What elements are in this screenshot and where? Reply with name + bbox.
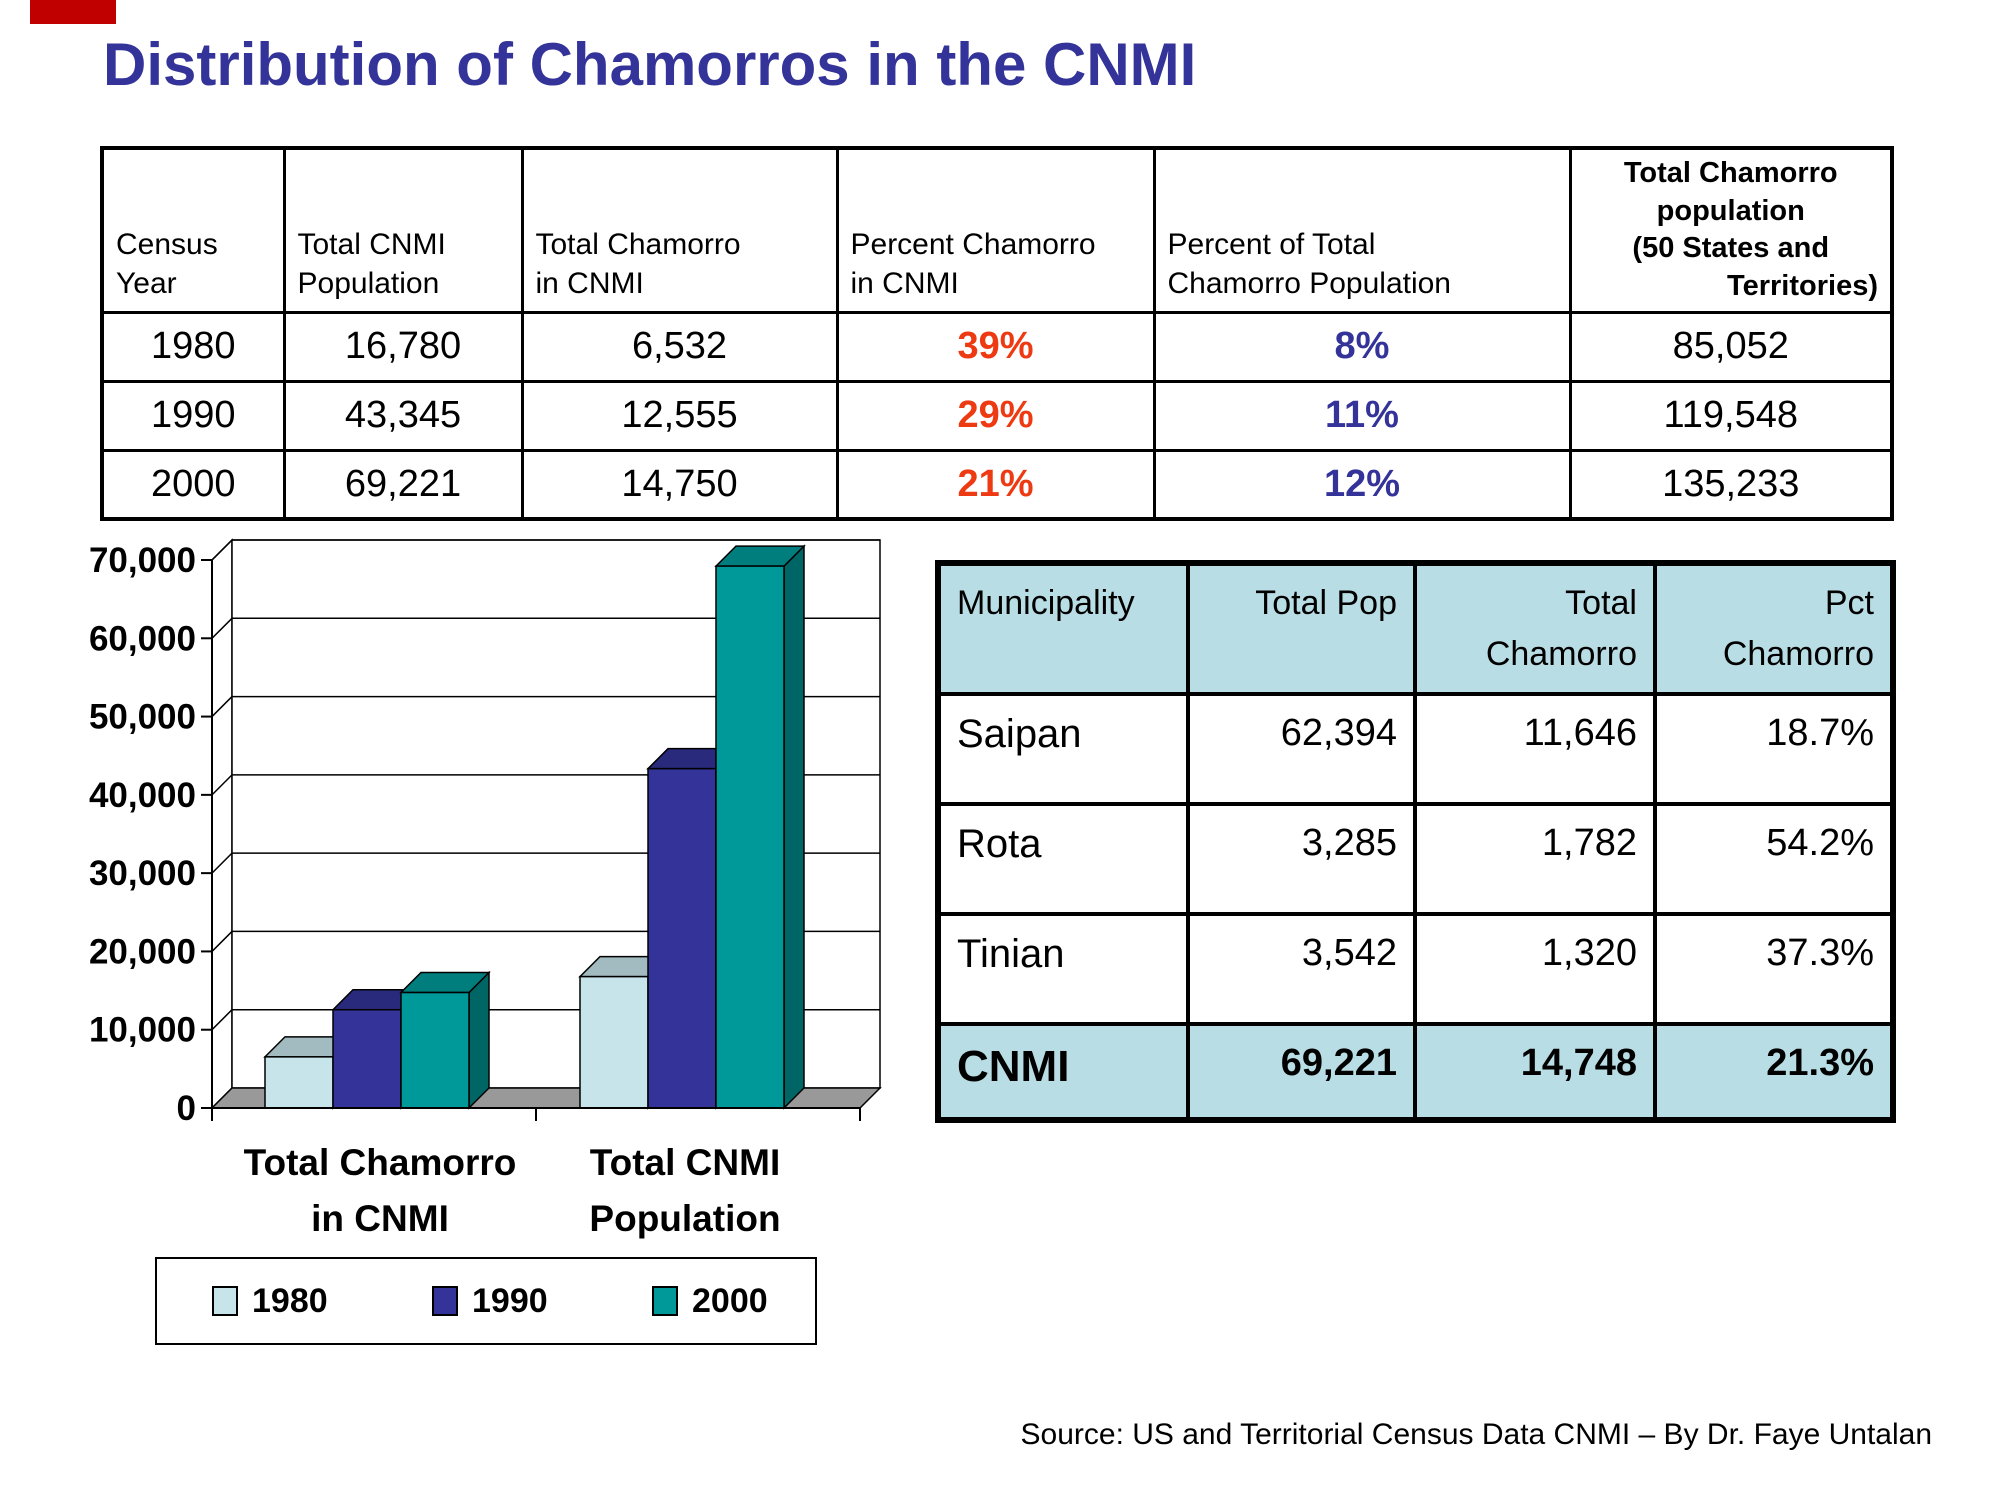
y-axis-tick-label: 20,000 [89, 932, 196, 971]
legend-entry: 1980 [212, 1282, 340, 1321]
table-cell: 14,750 [520, 448, 839, 521]
legend-label: 1980 [252, 1281, 328, 1320]
bar-1990 [332, 1008, 402, 1109]
municipality-row: Saipan 62,394 11,646 18.7% [936, 692, 1895, 806]
column-header: Municipality [936, 561, 1190, 696]
municipality-header-row: Municipality Total Pop Total Chamorro Pct Cha… [936, 561, 1895, 696]
table-cell: 135,233 [1568, 448, 1894, 521]
y-axis-tick-label: 0 [177, 1089, 196, 1128]
table-cell: 21.3% [1653, 1022, 1895, 1122]
table-cell: 6,532 [520, 310, 839, 383]
column-header: Pct Chamorro [1653, 561, 1895, 696]
legend-label: 1990 [472, 1281, 548, 1320]
table-cell: Rota [936, 802, 1190, 916]
bar-2000 [783, 544, 805, 1110]
chart-legend: 1980 1990 2000 [155, 1257, 817, 1345]
table-cell: Saipan [936, 692, 1190, 806]
census-row: 2000 69,221 14,750 21% 12% 135,233 [100, 448, 1894, 521]
table-cell: 3,285 [1186, 802, 1417, 916]
table-cell: 1980 [100, 310, 286, 383]
table-cell: 2000 [100, 448, 286, 521]
table-cell: 43,345 [282, 379, 524, 452]
table-cell: 12% [1152, 448, 1572, 521]
municipality-table: Municipality Total Pop Total Chamorro Pct Cha… [935, 560, 1896, 1123]
legend-entry: 1990 [432, 1282, 560, 1321]
table-cell: 29% [835, 379, 1156, 452]
table-cell: Tinian [936, 912, 1190, 1026]
bar-1990 [647, 767, 717, 1109]
y-axis-tick-label: 50,000 [89, 698, 196, 737]
bar-2000 [400, 991, 470, 1109]
population-bar-chart: 0 10,000 20,000 30,000 40,000 50,000 60,000 70,… [60, 535, 900, 1375]
table-cell: 11% [1152, 379, 1572, 452]
y-axis-tick-label: 10,000 [89, 1011, 196, 1050]
bar-1980 [264, 1056, 334, 1109]
legend-label: 2000 [692, 1281, 768, 1320]
table-cell: CNMI [936, 1022, 1190, 1122]
municipality-row: CNMI 69,221 14,748 21.3% [936, 1022, 1895, 1122]
table-cell: 1,320 [1413, 912, 1657, 1026]
table-cell: 39% [835, 310, 1156, 383]
table-cell: 37.3% [1653, 912, 1895, 1026]
table-cell: 69,221 [1186, 1022, 1417, 1122]
y-axis-tick-label: 40,000 [89, 776, 196, 815]
legend-swatch [652, 1286, 678, 1316]
census-table: Census Year Total CNMI Population Total Cham… [100, 146, 1894, 521]
y-axis-tick-label: 60,000 [89, 619, 196, 658]
bar-2000 [468, 970, 490, 1110]
municipality-row: Tinian 3,542 1,320 37.3% [936, 912, 1895, 1026]
table-cell: 11,646 [1413, 692, 1657, 806]
table-cell: 16,780 [282, 310, 524, 383]
legend-entry: 2000 [652, 1282, 780, 1321]
table-cell: 21% [835, 448, 1156, 521]
legend-swatch [432, 1286, 458, 1316]
census-row: 1990 43,345 12,555 29% 11% 119,548 [100, 379, 1894, 452]
x-axis-category-label: Total Chamorro in CNMI [243, 1142, 517, 1239]
table-cell: 1,782 [1413, 802, 1657, 916]
bar-2000 [715, 565, 785, 1109]
page-title: Distribution of Chamorros in the CNMI [103, 31, 1197, 98]
table-cell: 3,542 [1186, 912, 1417, 1026]
column-header: Total Chamorro in CNMI [520, 146, 839, 314]
table-cell: 54.2% [1653, 802, 1895, 916]
table-cell: 119,548 [1568, 379, 1894, 452]
source-note: Source: US and Territorial Census Data C… [1020, 1418, 1932, 1451]
column-header: Percent Chamorro in CNMI [835, 146, 1156, 314]
y-axis-tick-label: 70,000 [89, 541, 196, 580]
accent-bar [30, 0, 116, 24]
table-cell: 12,555 [520, 379, 839, 452]
census-header-row: Census Year Total CNMI Population Total Cham… [100, 146, 1894, 314]
table-cell: 8% [1152, 310, 1572, 383]
table-cell: 14,748 [1413, 1022, 1657, 1122]
table-cell: 69,221 [282, 448, 524, 521]
legend-swatch [212, 1286, 238, 1316]
x-axis-category-label: Total CNMI Population [589, 1142, 781, 1239]
column-header: Total Chamorro population (50 States and Te… [1568, 146, 1894, 314]
table-cell: 85,052 [1568, 310, 1894, 383]
table-cell: 1990 [100, 379, 286, 452]
column-header: Total CNMI Population [282, 146, 524, 314]
column-header: Total Chamorro [1413, 561, 1657, 696]
chart-plot: 0 10,000 20,000 30,000 40,000 50,000 60,000 70,… [89, 538, 882, 1128]
column-header: Percent of Total Chamorro Population [1152, 146, 1572, 314]
y-axis-tick-label: 30,000 [89, 854, 196, 893]
column-header: Census Year [100, 146, 286, 314]
municipality-row: Rota 3,285 1,782 54.2% [936, 802, 1895, 916]
census-row: 1980 16,780 6,532 39% 8% 85,052 [100, 310, 1894, 383]
table-cell: 18.7% [1653, 692, 1895, 806]
table-cell: 62,394 [1186, 692, 1417, 806]
column-header: Total Pop [1186, 561, 1417, 696]
bar-1980 [579, 975, 649, 1109]
